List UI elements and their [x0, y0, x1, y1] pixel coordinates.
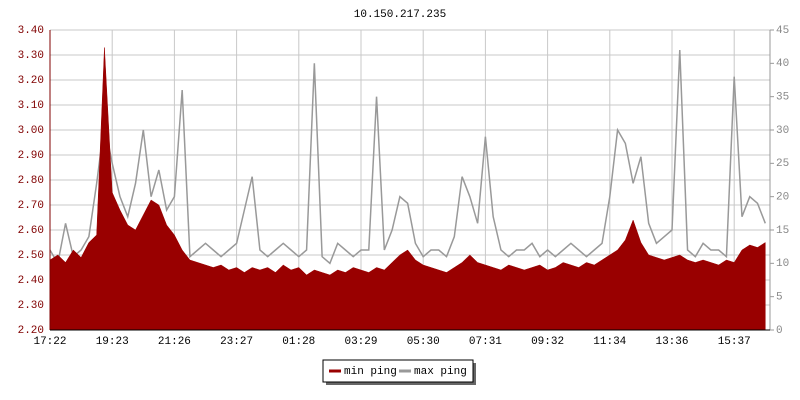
min-ping-area — [49, 47, 766, 331]
x-tick-label: 21:26 — [158, 336, 191, 348]
y2-tick-label: 40 — [776, 58, 789, 70]
y-tick-label: 2.60 — [18, 225, 44, 237]
y2-tick-label: 25 — [776, 158, 789, 170]
x-tick-label: 07:31 — [469, 336, 502, 348]
x-tick-label: 05:30 — [407, 336, 440, 348]
y2-tick-label: 10 — [776, 258, 789, 270]
y-tick-label: 3.10 — [18, 100, 44, 112]
x-tick-label: 15:37 — [718, 336, 751, 348]
x-tick-label: 11:34 — [593, 336, 626, 348]
y2-tick-label: 5 — [776, 292, 783, 304]
y-tick-label: 3.20 — [18, 75, 44, 87]
y-tick-label: 2.20 — [18, 325, 44, 337]
max-ping-line — [49, 49, 766, 266]
y-tick-label: 3.00 — [18, 125, 44, 137]
y2-tick-label: 0 — [776, 325, 783, 337]
x-tick-label: 19:23 — [96, 336, 129, 348]
y-tick-label: 2.30 — [18, 300, 44, 312]
y2-tick-label: 35 — [776, 92, 789, 104]
y2-tick-label: 15 — [776, 225, 789, 237]
x-tick-label: 03:29 — [344, 336, 377, 348]
legend-label: max ping — [414, 366, 467, 378]
legend-label: min ping — [344, 366, 397, 378]
chart-title: 10.150.217.235 — [354, 9, 446, 21]
x-tick-label: 13:36 — [655, 336, 688, 348]
y-tick-label: 2.40 — [18, 275, 44, 287]
y2-tick-label: 30 — [776, 125, 789, 137]
x-tick-label: 17:22 — [33, 336, 66, 348]
y-tick-label: 2.80 — [18, 175, 44, 187]
y2-tick-label: 45 — [776, 25, 789, 37]
y-tick-label: 2.50 — [18, 250, 44, 262]
x-tick-label: 01:28 — [282, 336, 315, 348]
x-tick-label: 09:32 — [531, 336, 564, 348]
y2-tick-label: 20 — [776, 192, 789, 204]
legend — [322, 359, 474, 383]
y-tick-label: 2.70 — [18, 200, 44, 212]
y-tick-label: 2.90 — [18, 150, 44, 162]
y-tick-label: 3.30 — [18, 50, 44, 62]
x-tick-label: 23:27 — [220, 336, 253, 348]
y-tick-label: 3.40 — [18, 25, 44, 37]
